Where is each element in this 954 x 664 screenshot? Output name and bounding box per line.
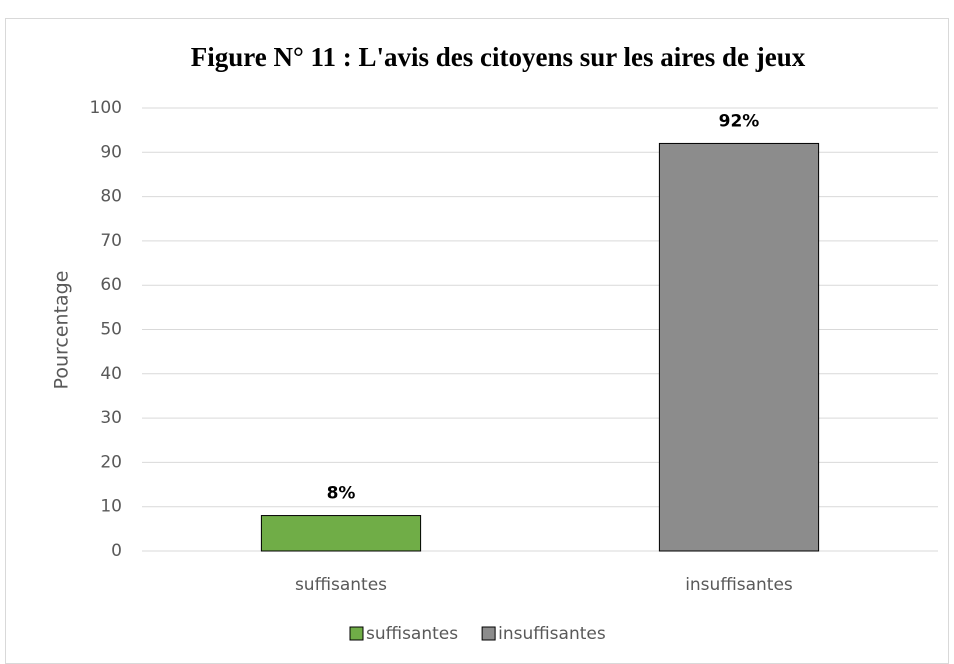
legend-label: insuffisantes bbox=[498, 624, 606, 644]
legend-swatch bbox=[481, 626, 496, 641]
y-tick-label: 30 bbox=[100, 408, 122, 428]
legend-label: suffisantes bbox=[366, 624, 458, 644]
y-tick-label: 90 bbox=[100, 142, 122, 162]
y-tick-label: 10 bbox=[100, 497, 122, 517]
y-tick-label: 70 bbox=[100, 231, 122, 251]
legend-swatch bbox=[349, 626, 364, 641]
y-tick-label: 60 bbox=[100, 275, 122, 295]
y-tick-label: 40 bbox=[100, 364, 122, 384]
y-tick-label: 20 bbox=[100, 452, 122, 472]
value-label: 8% bbox=[327, 484, 356, 504]
y-tick-label: 0 bbox=[111, 541, 122, 561]
chart-title: Figure N° 11 : L'avis des citoyens sur l… bbox=[191, 42, 806, 72]
y-tick-label: 80 bbox=[100, 187, 122, 207]
x-tick-label: suffisantes bbox=[295, 575, 387, 595]
value-label: 92% bbox=[719, 111, 760, 131]
y-axis-label: Pourcentage bbox=[51, 271, 73, 390]
y-tick-label: 100 bbox=[90, 98, 122, 118]
x-tick-label: insuffisantes bbox=[685, 575, 793, 595]
bar bbox=[658, 142, 820, 552]
y-tick-label: 50 bbox=[100, 320, 122, 340]
bar bbox=[260, 515, 422, 552]
